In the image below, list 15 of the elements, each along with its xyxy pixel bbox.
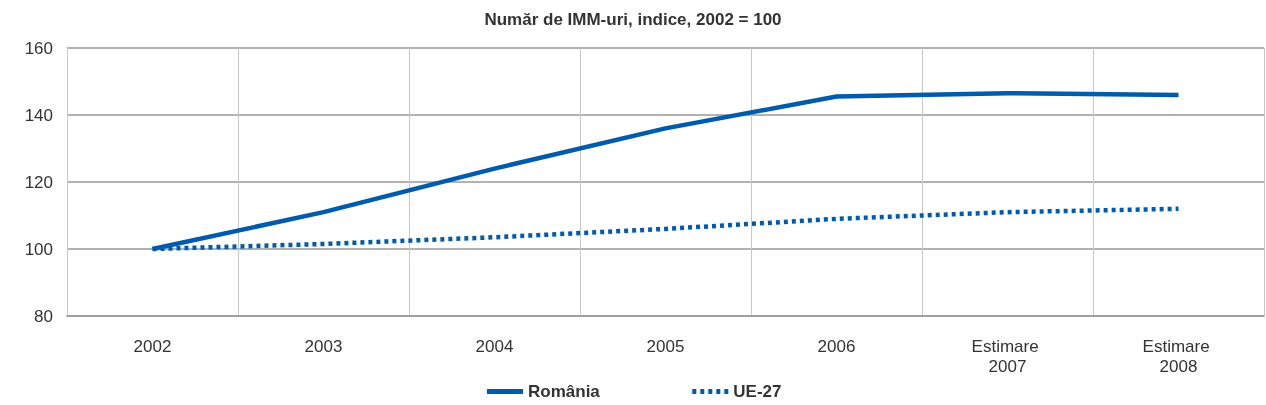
x-tick-label: 2005 xyxy=(646,336,685,356)
legend-label: România xyxy=(528,382,601,401)
x-tick-label: Estimare 2007 xyxy=(971,336,1044,376)
y-tick-label: 120 xyxy=(24,172,53,192)
x-tick-label: 2004 xyxy=(475,336,514,356)
x-tick-label: 2003 xyxy=(304,336,343,356)
y-tick-label: 100 xyxy=(24,239,53,259)
legend-label: UE-27 xyxy=(733,382,782,401)
y-tick-label: 140 xyxy=(24,105,53,125)
y-tick-label: 80 xyxy=(34,306,53,326)
x-tick-label: 2002 xyxy=(133,336,172,356)
chart-title: Număr de IMM-uri, indice, 2002 = 100 xyxy=(484,10,782,29)
y-tick-label: 160 xyxy=(24,38,53,58)
x-tick-label: Estimare 2008 xyxy=(1142,336,1215,376)
x-tick-label: 2006 xyxy=(817,336,856,356)
